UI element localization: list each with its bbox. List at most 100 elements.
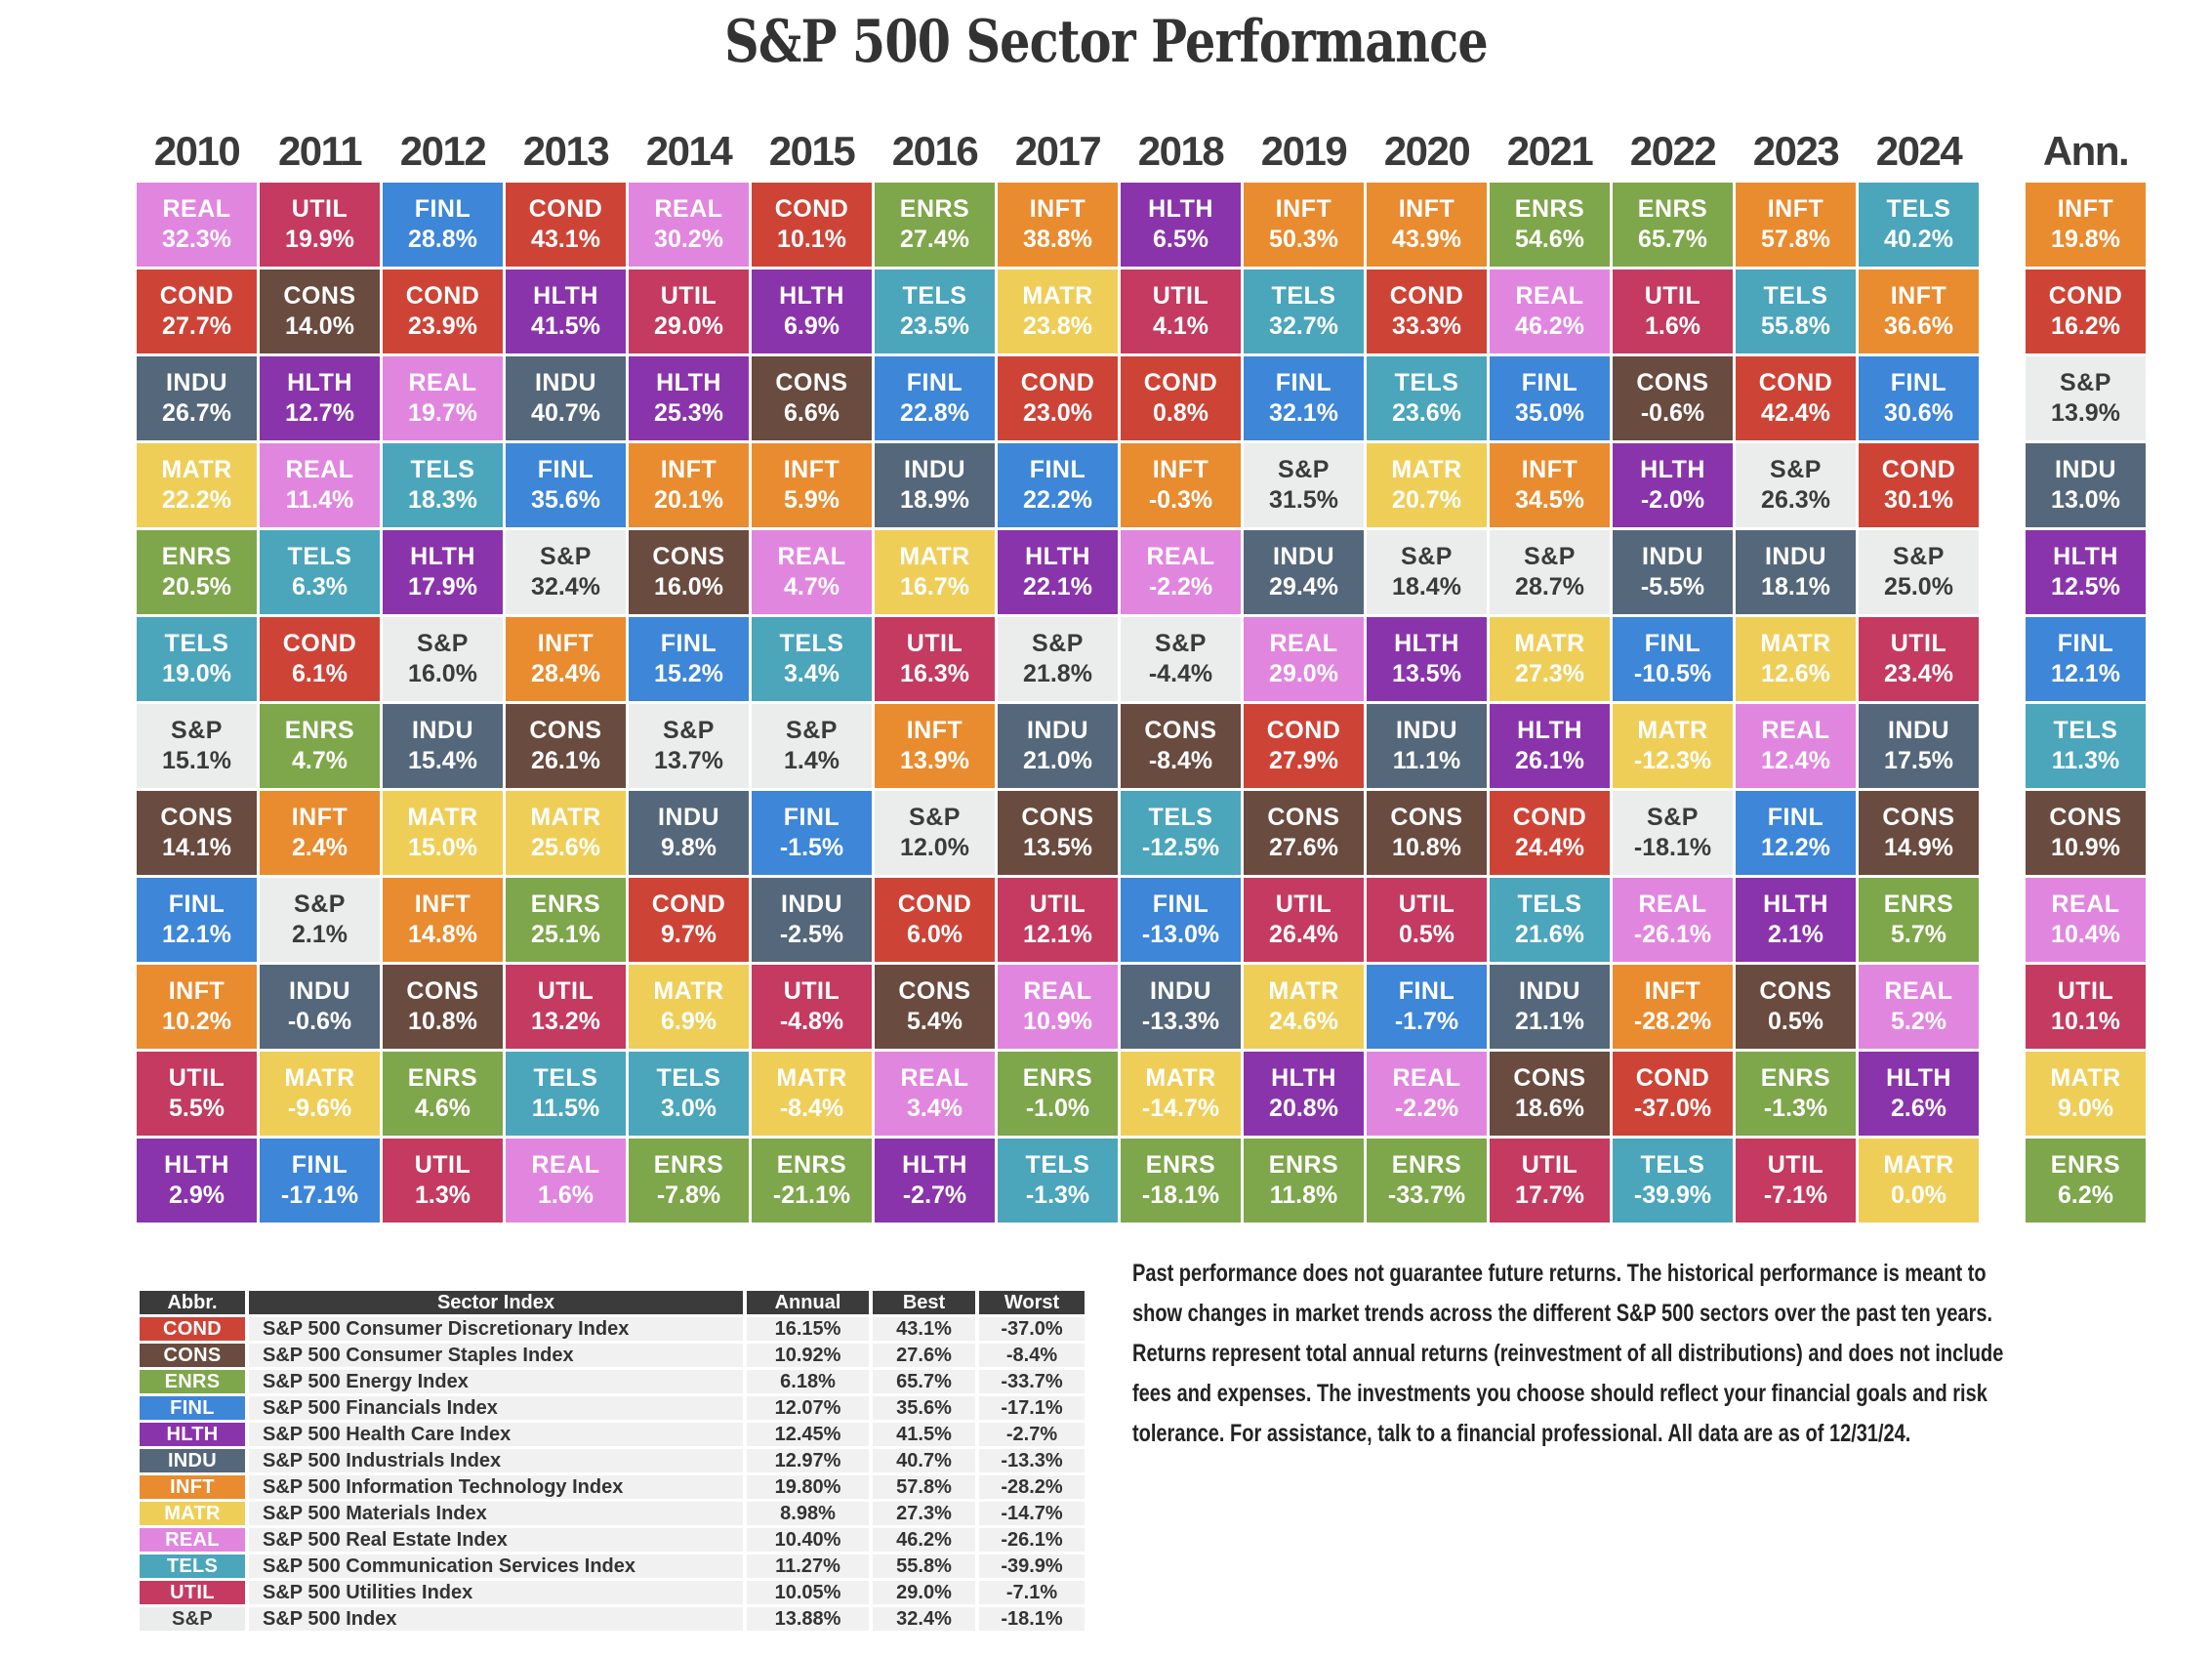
sector-return: 31.5% — [1269, 486, 1338, 514]
sector-return: 12.5% — [2051, 573, 2120, 601]
sector-cell: S&P 13.9% — [2026, 356, 2146, 440]
sector-return: -37.0% — [1633, 1095, 1712, 1122]
sector-return: 23.8% — [1023, 312, 1092, 340]
sector-abbr: HLTH — [1640, 456, 1705, 483]
sector-abbr: INFT — [168, 977, 225, 1005]
sector-abbr: S&P — [1155, 630, 1207, 657]
sector-abbr: COND — [1512, 804, 1587, 831]
sector-return: 18.4% — [1392, 573, 1461, 601]
sector-abbr: MATR — [1514, 630, 1585, 657]
sector-cell: CONS 27.6% — [1244, 791, 1364, 875]
sector-abbr: UTIL — [1029, 891, 1086, 918]
sector-abbr: HLTH — [1763, 891, 1828, 918]
sector-cell: CONS -0.6% — [1613, 356, 1733, 440]
sector-cell: COND 16.2% — [2026, 269, 2146, 353]
sector-cell: ENRS 4.6% — [383, 1052, 503, 1136]
sector-cell: CONS 6.6% — [752, 356, 872, 440]
sector-cell: HLTH 13.5% — [1367, 617, 1487, 701]
sector-abbr: INDU — [165, 369, 228, 396]
sector-return: 24.4% — [1515, 834, 1584, 861]
legend-abbr-cell: REAL — [140, 1528, 245, 1552]
sector-cell: S&P 1.4% — [752, 704, 872, 788]
sector-abbr: UTIL — [537, 977, 594, 1005]
sector-abbr: CONS — [160, 804, 233, 831]
year-header: 2023 — [1752, 128, 1840, 174]
sector-return: 12.1% — [1023, 921, 1092, 948]
sector-cell: INDU 21.1% — [1490, 965, 1610, 1049]
sector-return: -13.0% — [1141, 921, 1220, 948]
sector-cell: TELS 11.5% — [506, 1052, 626, 1136]
sector-abbr: S&P — [1770, 456, 1822, 483]
sector-cell: FINL -13.0% — [1121, 878, 1241, 962]
sector-cell: MATR -12.3% — [1613, 704, 1733, 788]
sector-return: -2.2% — [1148, 573, 1213, 601]
sector-abbr: TELS — [1886, 195, 1951, 223]
legend-header-cell: Worst — [979, 1291, 1085, 1314]
sector-abbr: TELS — [902, 282, 967, 310]
sector-return: 1.6% — [538, 1181, 594, 1209]
legend-sector-name: S&P 500 Information Technology Index — [249, 1475, 743, 1499]
sector-return: 26.1% — [1515, 747, 1584, 774]
sector-cell: S&P 12.0% — [875, 791, 995, 875]
sector-cell: COND 24.4% — [1490, 791, 1610, 875]
annualized-header: Ann. — [2042, 128, 2130, 174]
sector-cell: INFT 28.4% — [506, 617, 626, 701]
sector-return: 24.6% — [1269, 1008, 1338, 1035]
sector-cell: REAL -2.2% — [1367, 1052, 1487, 1136]
sector-return: 14.0% — [285, 312, 354, 340]
sector-cell: FINL 30.6% — [1859, 356, 1979, 440]
sector-cell: UTIL 16.3% — [875, 617, 995, 701]
sector-return: 6.6% — [784, 399, 840, 427]
sector-return: -2.0% — [1640, 486, 1705, 514]
sector-abbr: S&P — [294, 891, 346, 918]
sector-return: 6.5% — [1153, 226, 1208, 253]
sector-return: 32.1% — [1269, 399, 1338, 427]
sector-abbr: MATR — [1637, 717, 1708, 744]
sector-return: 14.8% — [408, 921, 477, 948]
sector-cell: TELS 40.2% — [1859, 183, 1979, 267]
sector-cell: ENRS 25.1% — [506, 878, 626, 962]
sector-return: 5.2% — [1891, 1008, 1946, 1035]
sector-return: 13.9% — [900, 747, 969, 774]
legend-best-value: 32.4% — [873, 1607, 975, 1631]
legend-sector-name: S&P 500 Real Estate Index — [249, 1528, 743, 1552]
sector-cell: INFT 36.6% — [1859, 269, 1979, 353]
sector-abbr: UTIL — [906, 630, 963, 657]
legend-worst-value: -39.9% — [979, 1554, 1085, 1578]
legend-abbr-cell: UTIL — [140, 1581, 245, 1604]
year-header: 2024 — [1875, 128, 1963, 174]
sector-abbr: COND — [528, 195, 603, 223]
sector-abbr: CONS — [1144, 717, 1217, 744]
sector-abbr: MATR — [1391, 456, 1462, 483]
sector-return: 13.5% — [1023, 834, 1092, 861]
sector-cell: FINL -10.5% — [1613, 617, 1733, 701]
sector-cell: S&P 32.4% — [506, 530, 626, 614]
sector-abbr: REAL — [1638, 891, 1707, 918]
sector-return: 21.1% — [1515, 1008, 1584, 1035]
sector-cell: S&P 25.0% — [1859, 530, 1979, 614]
sector-return: -1.0% — [1025, 1095, 1090, 1122]
sector-return: 12.4% — [1761, 747, 1830, 774]
legend-annual-value: 12.45% — [747, 1423, 869, 1446]
sector-cell: INDU -5.5% — [1613, 530, 1733, 614]
sector-abbr: REAL — [531, 1151, 600, 1179]
sector-cell: INDU 29.4% — [1244, 530, 1364, 614]
sector-cell: ENRS 20.5% — [137, 530, 257, 614]
sector-return: 30.1% — [1884, 486, 1953, 514]
sector-abbr: ENRS — [530, 891, 601, 918]
sector-return: 16.0% — [654, 573, 723, 601]
sector-abbr: FINL — [1521, 369, 1578, 396]
sector-cell: INDU -13.3% — [1121, 965, 1241, 1049]
sector-return: 3.4% — [784, 660, 840, 687]
legend-sector-name: S&P 500 Consumer Staples Index — [249, 1344, 743, 1367]
sector-abbr: S&P — [1647, 804, 1699, 831]
sector-abbr: MATR — [161, 456, 232, 483]
sector-abbr: UTIL — [1152, 282, 1209, 310]
sector-cell: ENRS 11.8% — [1244, 1139, 1364, 1223]
sector-return: 29.0% — [1269, 660, 1338, 687]
sector-return: 2.9% — [169, 1181, 225, 1209]
sector-return: 21.8% — [1023, 660, 1092, 687]
sector-return: 13.2% — [531, 1008, 600, 1035]
sector-abbr: INFT — [1890, 282, 1947, 310]
sector-cell: HLTH 6.9% — [752, 269, 872, 353]
